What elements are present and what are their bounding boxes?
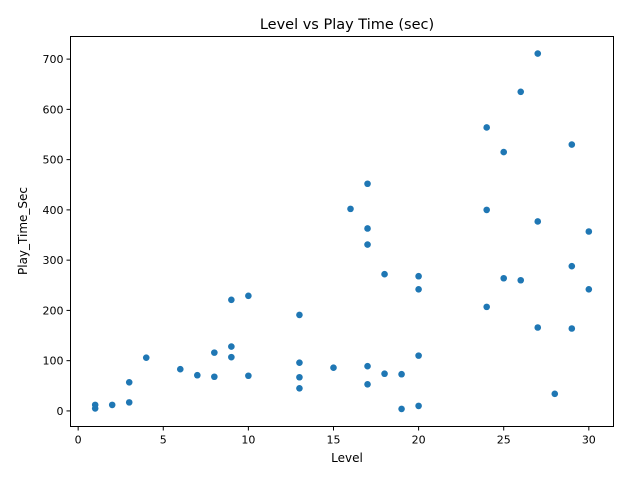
- data-point: [398, 405, 405, 413]
- data-point: [483, 124, 490, 131]
- data-point: [364, 241, 371, 248]
- data-point: [211, 373, 218, 381]
- data-point: [483, 206, 490, 214]
- data-point: [364, 362, 371, 370]
- data-point: [364, 180, 371, 188]
- data-point: [568, 325, 576, 332]
- data-point: [568, 262, 576, 270]
- y-tick-label: 100: [43, 355, 64, 368]
- data-point: [125, 378, 133, 386]
- data-point: [296, 359, 303, 366]
- data-point: [500, 274, 508, 282]
- data-point: [296, 385, 303, 392]
- data-point: [245, 292, 252, 300]
- data-point: [534, 324, 542, 331]
- chart-title: Level vs Play Time (sec): [260, 17, 434, 33]
- points-layer: [91, 50, 593, 413]
- y-tick-label: 0: [57, 405, 64, 418]
- data-point: [108, 401, 116, 409]
- data-point: [91, 405, 99, 412]
- data-point: [194, 371, 201, 379]
- data-point: [415, 272, 422, 280]
- data-point: [125, 399, 133, 406]
- data-point: [517, 88, 525, 96]
- data-point: [364, 380, 371, 388]
- x-tick-label: 20: [412, 434, 426, 447]
- y-tick-label: 200: [43, 304, 64, 317]
- data-point: [483, 303, 490, 311]
- data-point: [415, 285, 422, 293]
- data-point: [551, 390, 559, 398]
- data-point: [534, 218, 542, 225]
- data-point: [142, 354, 150, 361]
- x-tick-label: 10: [241, 434, 255, 447]
- data-point: [330, 364, 337, 371]
- x-axis-label: Level: [331, 451, 363, 465]
- x-axis-ticks: 0 5 10 15 20 25 30: [75, 426, 596, 447]
- y-tick-label: 700: [43, 53, 64, 66]
- data-point: [568, 141, 576, 148]
- data-point: [415, 352, 422, 359]
- data-point: [347, 205, 354, 213]
- plot-frame: [70, 36, 614, 427]
- y-axis-ticks: 0 100 200 300 400 500 600 700: [43, 53, 71, 418]
- x-tick-label: 5: [160, 434, 167, 447]
- x-tick-label: 25: [497, 434, 511, 447]
- data-point: [228, 353, 235, 361]
- data-point: [211, 349, 218, 356]
- x-tick-label: 0: [75, 434, 82, 447]
- data-point: [245, 372, 252, 380]
- y-tick-label: 500: [43, 154, 64, 167]
- x-tick-label: 15: [326, 434, 340, 447]
- data-point: [381, 270, 388, 278]
- data-point: [176, 365, 184, 373]
- data-point: [585, 228, 593, 235]
- data-point: [364, 225, 371, 232]
- data-point: [500, 148, 508, 156]
- y-axis-label: Play_Time_Sec: [16, 187, 30, 275]
- data-point: [296, 311, 303, 319]
- data-point: [415, 402, 422, 410]
- data-point: [517, 276, 525, 284]
- data-point: [296, 373, 303, 381]
- data-point: [398, 370, 405, 378]
- data-point: [228, 343, 235, 350]
- x-tick-label: 30: [582, 434, 596, 447]
- y-tick-label: 400: [43, 204, 64, 217]
- y-tick-label: 600: [43, 103, 64, 116]
- data-point: [228, 296, 235, 304]
- data-point: [585, 285, 593, 293]
- y-tick-label: 300: [43, 254, 64, 267]
- data-point: [534, 50, 542, 57]
- data-point: [381, 370, 388, 378]
